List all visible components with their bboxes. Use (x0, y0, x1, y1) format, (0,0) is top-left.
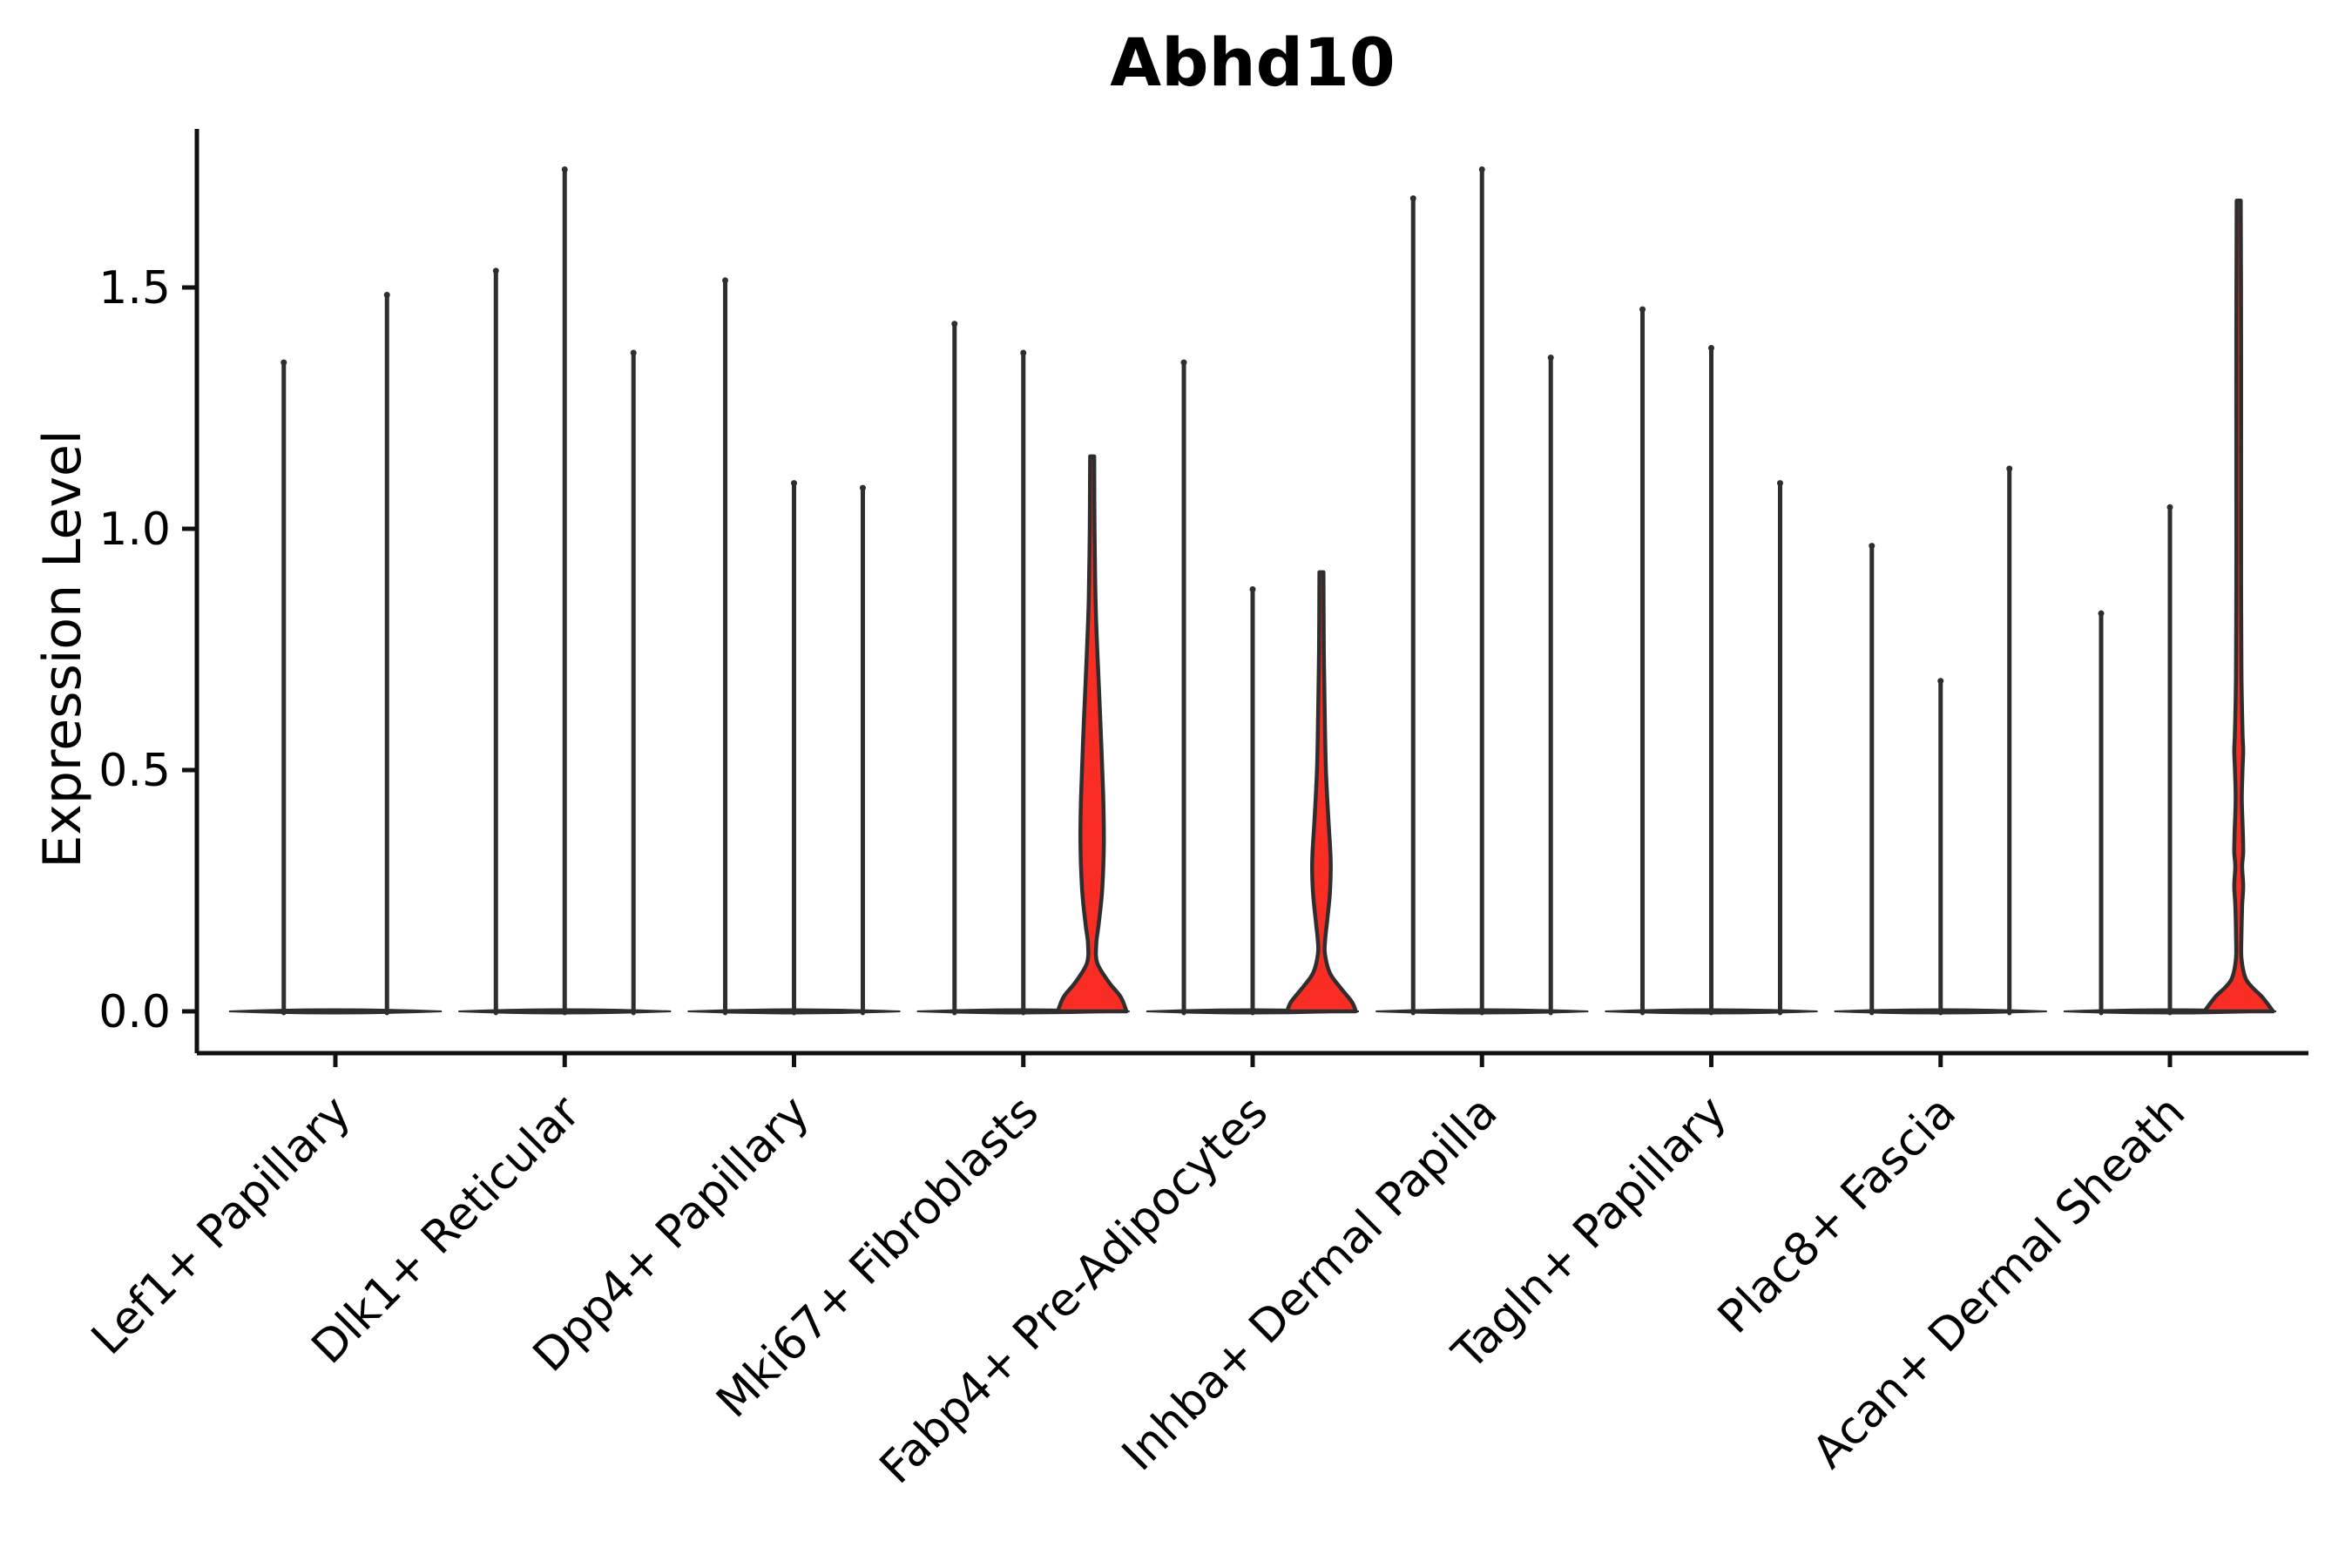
violin-spike-top-nub (1937, 678, 1944, 685)
y-tick-label: 1.0 (98, 504, 171, 556)
violin-spike-top-nub (951, 321, 958, 328)
violin-group (916, 321, 1130, 1016)
violin-group (1605, 306, 1818, 1016)
violin-spike-top-nub (492, 267, 499, 274)
violin-spike-top-nub (2166, 504, 2173, 510)
violin-spike-top-nub (1409, 195, 1416, 202)
x-category-label: Inhba+ Dermal Papilla (1112, 1086, 1507, 1481)
violin-spike-top-nub (561, 166, 568, 172)
red-violin (1285, 570, 1358, 1014)
violin-spike-top-nub (1869, 543, 1876, 550)
chart-title: Abhd10 (1110, 24, 1396, 101)
violin-spike-top-nub (1708, 344, 1714, 351)
violin-spike-top-nub (1478, 166, 1485, 172)
violin-spike-top-nub (2006, 465, 2013, 472)
violin-group (458, 166, 672, 1016)
violin-spike-top-nub (1639, 306, 1646, 313)
violin-group (1834, 465, 2047, 1016)
violin-spike-top-nub (1020, 349, 1027, 356)
x-category-label: Acan+ Dermal Sheath (1803, 1086, 2196, 1479)
violin-spike-top-nub (1249, 585, 1256, 592)
red-violin (2202, 199, 2275, 1014)
violin-spike-top-nub (859, 484, 866, 491)
x-category-label: Plac8+ Fascia (1708, 1086, 1966, 1344)
y-tick-label: 0.0 (98, 986, 171, 1038)
x-category-label: Fabp4+ Pre-Adipocytes (870, 1086, 1278, 1494)
violin-group (2063, 199, 2277, 1016)
violin-group (1375, 166, 1589, 1016)
violin-spike-top-nub (1776, 480, 1783, 487)
violin-spike-top-nub (791, 480, 797, 487)
violin-spike-top-nub (383, 292, 390, 299)
y-axis-label: Expression Level (32, 429, 93, 868)
violins-layer (228, 166, 2277, 1016)
violin-group (687, 277, 901, 1016)
violin-spike-top-nub (280, 359, 287, 366)
violin-spike-top-nub (1180, 359, 1187, 366)
violin-spike-top-nub (1547, 355, 1554, 362)
y-tick-label: 1.5 (98, 262, 171, 314)
violin-spike-top-nub (2098, 610, 2105, 617)
violin-group (228, 292, 443, 1016)
y-tick-label: 0.5 (98, 745, 171, 797)
red-violin (1055, 454, 1129, 1014)
violin-spike-top-nub (722, 277, 729, 284)
violin-spike-top-nub (630, 349, 637, 356)
violin-base-body (228, 1008, 443, 1015)
violin-group (1146, 359, 1360, 1016)
